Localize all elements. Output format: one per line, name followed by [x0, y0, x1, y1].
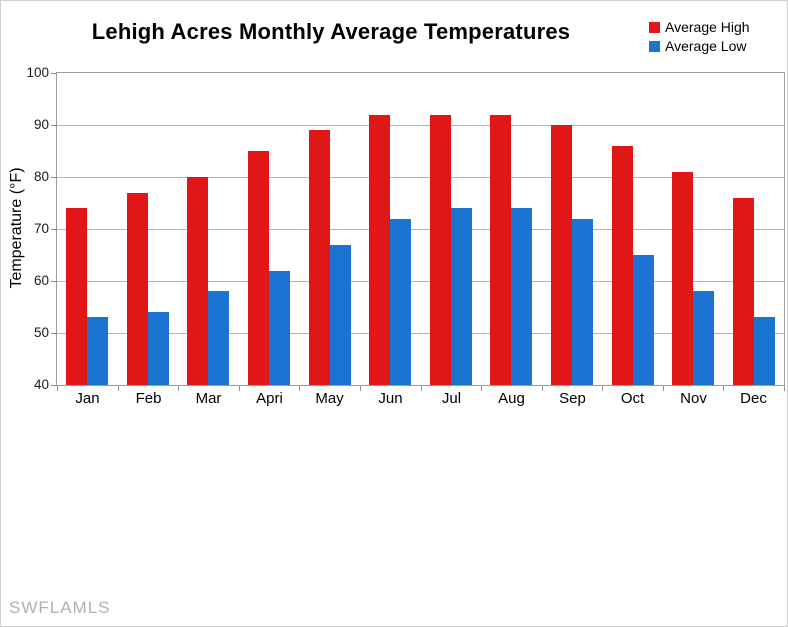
- bar-average-low-nov: [693, 291, 714, 385]
- legend-label-average-high: Average High: [665, 19, 750, 35]
- gridline-80: [57, 177, 784, 178]
- bar-average-low-aug: [511, 208, 532, 385]
- x-tick-mark-8: [542, 386, 543, 391]
- y-tick-mark-70: [51, 229, 57, 230]
- bar-average-low-apri: [269, 271, 290, 385]
- bar-average-low-sep: [572, 219, 593, 385]
- legend-item-average-low: Average Low: [649, 38, 750, 54]
- bar-average-low-jun: [390, 219, 411, 385]
- x-tick-mark-2: [178, 386, 179, 391]
- x-tick-mark-1: [118, 386, 119, 391]
- x-tick-label-aug: Aug: [498, 390, 525, 407]
- x-tick-label-sep: Sep: [559, 390, 586, 407]
- y-tick-mark-50: [51, 333, 57, 334]
- x-tick-label-may: May: [315, 390, 344, 407]
- y-tick-label-80: 80: [33, 169, 49, 184]
- y-tick-label-50: 50: [33, 325, 49, 340]
- x-tick-mark-9: [602, 386, 603, 391]
- bar-average-high-jul: [430, 115, 451, 385]
- x-tick-mark-6: [421, 386, 422, 391]
- x-tick-label-apri: Apri: [256, 390, 283, 407]
- bar-average-high-feb: [127, 193, 148, 385]
- y-tick-label-70: 70: [33, 221, 49, 236]
- gridline-60: [57, 281, 784, 282]
- chart-title: Lehigh Acres Monthly Average Temperature…: [91, 19, 571, 44]
- y-tick-label-60: 60: [33, 273, 49, 288]
- gridline-90: [57, 125, 784, 126]
- x-tick-label-nov: Nov: [680, 390, 707, 407]
- legend-swatch-average-low-icon: [649, 40, 660, 52]
- bar-average-high-jun: [369, 115, 390, 385]
- bar-average-low-mar: [208, 291, 229, 385]
- y-tick-mark-40: [51, 385, 57, 386]
- legend-label-average-low: Average Low: [665, 38, 747, 54]
- x-tick-label-feb: Feb: [135, 390, 162, 407]
- x-tick-mark-0: [57, 386, 58, 391]
- plot-area: 40 50 60 70 80 90 100 Jan Feb Mar Apri May Jun Jul Aug…: [26, 66, 785, 407]
- x-tick-label-jan: Jan: [75, 390, 100, 407]
- x-tick-label-jun: Jun: [378, 390, 403, 407]
- x-tick-mark-7: [481, 386, 482, 391]
- x-tick-label-oct: Oct: [620, 390, 645, 407]
- legend: Average High Average Low: [649, 19, 750, 54]
- watermark: SWFLAMLS: [9, 598, 111, 617]
- x-tick-mark-4: [299, 386, 300, 391]
- y-tick-mark-80: [51, 177, 57, 178]
- bar-average-low-feb: [148, 312, 169, 385]
- x-tick-mark-3: [239, 386, 240, 391]
- legend-item-average-high: Average High: [649, 19, 750, 35]
- x-tick-label-mar: Mar: [195, 390, 222, 407]
- x-tick-mark-12: [784, 386, 785, 391]
- x-tick-label-jul: Jul: [441, 390, 462, 407]
- x-tick-label-dec: Dec: [740, 390, 767, 407]
- gridline-70: [57, 229, 784, 230]
- bar-average-high-sep: [551, 125, 572, 385]
- bar-average-high-dec: [733, 198, 754, 385]
- bar-average-low-dec: [754, 317, 775, 385]
- bar-average-low-jan: [87, 317, 108, 385]
- gridline-50: [57, 333, 784, 334]
- x-tick-mark-5: [360, 386, 361, 391]
- x-tick-mark-10: [663, 386, 664, 391]
- y-tick-mark-90: [51, 125, 57, 126]
- bar-average-high-oct: [612, 146, 633, 385]
- bar-average-low-oct: [633, 255, 654, 385]
- bar-average-high-may: [309, 130, 330, 385]
- y-tick-label-40: 40: [33, 377, 49, 392]
- bar-average-high-apri: [248, 151, 269, 385]
- y-tick-label-90: 90: [33, 117, 49, 132]
- bar-average-high-nov: [672, 172, 693, 385]
- y-tick-mark-60: [51, 281, 57, 282]
- bar-average-low-may: [330, 245, 351, 385]
- y-tick-label-100: 100: [26, 65, 49, 80]
- y-tick-mark-100: [51, 73, 57, 74]
- bar-average-high-aug: [490, 115, 511, 385]
- bar-average-high-mar: [187, 177, 208, 385]
- bar-average-high-jan: [66, 208, 87, 385]
- legend-swatch-average-high-icon: [649, 21, 660, 33]
- x-tick-mark-11: [723, 386, 724, 391]
- bar-average-low-jul: [451, 208, 472, 385]
